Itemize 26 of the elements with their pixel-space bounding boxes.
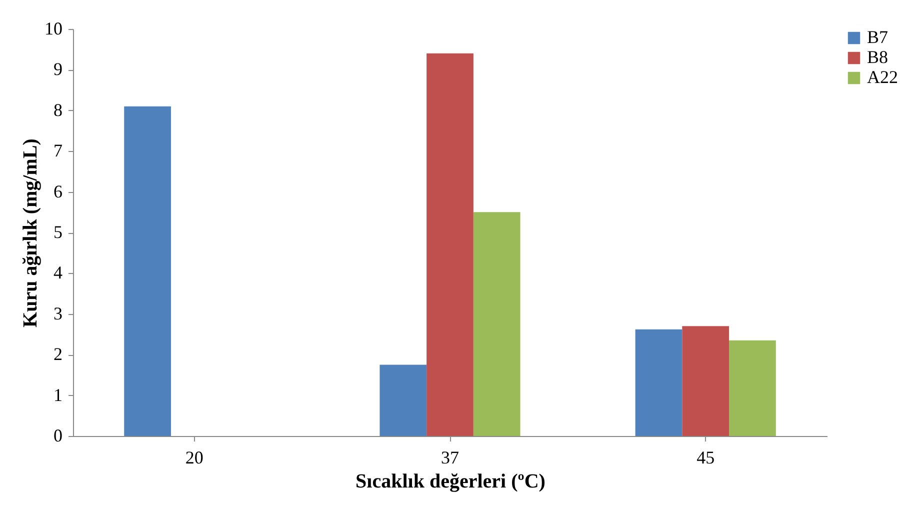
y-tick-label: 0 <box>54 426 62 446</box>
bar <box>124 106 171 436</box>
bar <box>426 53 474 436</box>
bar <box>635 329 682 436</box>
x-axis-title: Sıcaklık değerleri (ºC) <box>356 470 546 492</box>
x-tick-label: 37 <box>441 448 459 468</box>
y-tick-label: 8 <box>54 100 62 120</box>
bar <box>682 326 730 436</box>
legend-label: A22 <box>867 67 898 87</box>
y-tick-label: 10 <box>44 18 62 38</box>
y-tick-label: 7 <box>54 140 62 161</box>
y-axis-title: Kuru ağırlık (mg/mL) <box>20 138 42 328</box>
y-tick-label: 3 <box>54 303 62 324</box>
legend-label: B7 <box>867 27 888 47</box>
bar <box>473 212 520 436</box>
bar <box>729 340 776 436</box>
legend-label: B8 <box>867 47 888 67</box>
y-tick-label: 4 <box>54 262 62 283</box>
x-tick-label: 45 <box>696 448 715 468</box>
y-tick-label: 2 <box>54 344 62 364</box>
y-tick-label: 9 <box>54 59 62 80</box>
y-tick-label: 1 <box>54 384 62 405</box>
x-tick-label: 20 <box>185 448 204 468</box>
bar <box>380 364 427 436</box>
y-tick-label: 5 <box>54 222 62 242</box>
y-tick-label: 6 <box>54 181 62 202</box>
